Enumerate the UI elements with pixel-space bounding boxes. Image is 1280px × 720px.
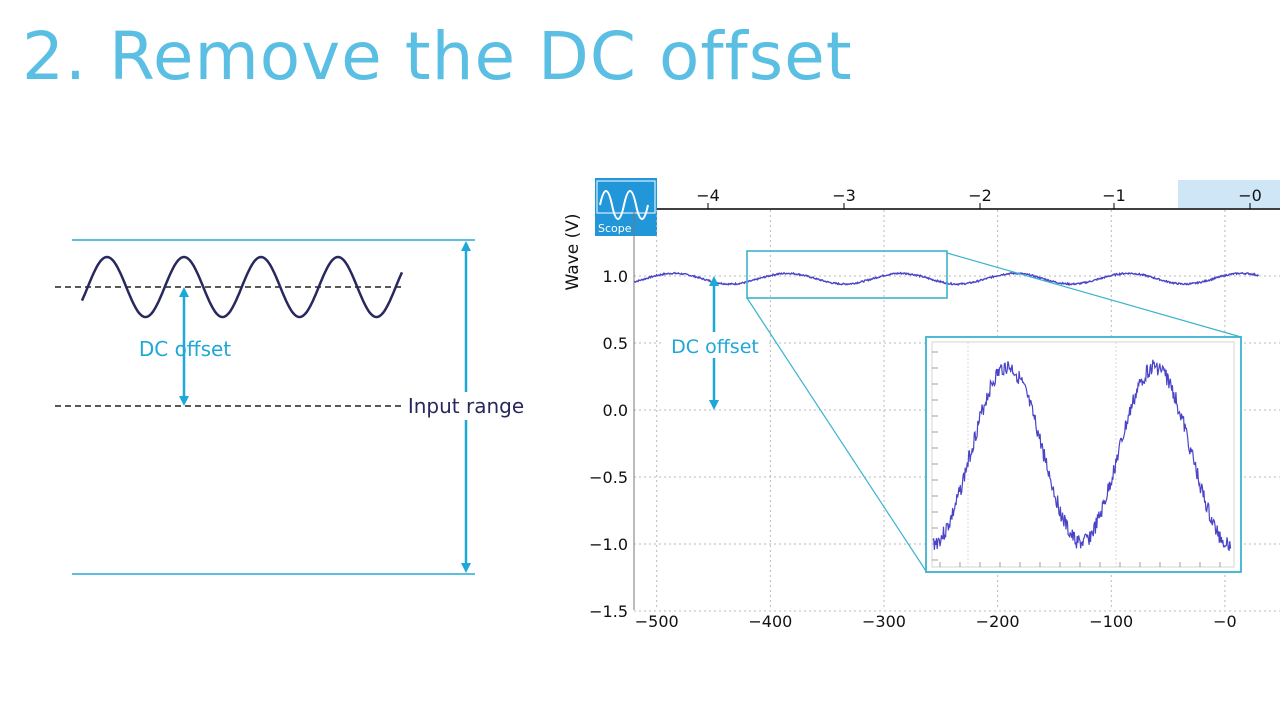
scope-badge[interactable]: Scope: [595, 178, 657, 236]
y-tick-label: 0.0: [603, 401, 628, 420]
dc-offset-label: DC offset: [139, 337, 231, 361]
y-tick-label: 1.0: [603, 267, 628, 286]
scope-badge-label: Scope: [598, 222, 632, 235]
zoom-inset-wave: [932, 359, 1232, 552]
x-tick-label: −200: [976, 612, 1020, 631]
zoom-inset: [925, 336, 1242, 573]
top-axis-tick-label: −2: [968, 186, 992, 205]
top-axis-tick-label: −0: [1238, 186, 1262, 205]
zoom-inset-ticks: [932, 351, 1221, 567]
zoom-connector-upper: [946, 252, 1242, 338]
scope-dc-offset-label: DC offset: [671, 336, 759, 358]
x-tick-label: −100: [1089, 612, 1133, 631]
y-axis-label: Wave (V): [563, 214, 583, 291]
zoom-region-box: [746, 250, 948, 299]
top-axis-tick-label: −3: [832, 186, 856, 205]
slide-title: 2. Remove the DC offset: [22, 18, 853, 95]
top-axis-tick-label: −4: [696, 186, 720, 205]
y-tick-label: −1.5: [589, 602, 628, 621]
y-tick-label: −0.5: [589, 468, 628, 487]
x-tick-labels: −500 −400 −300 −200 −100 −0: [635, 612, 1237, 631]
y-tick-label: −1.0: [589, 535, 628, 554]
input-range-label: Input range: [408, 394, 524, 418]
x-tick-label: −0: [1213, 612, 1237, 631]
x-tick-label: −300: [862, 612, 906, 631]
schematic-sine-wave: [80, 255, 404, 319]
zoom-connector-lower: [746, 297, 927, 572]
dc-offset-schematic: DC offset Input range: [55, 239, 528, 575]
scope-dc-offset-label-bg: [664, 332, 766, 358]
top-axis-ticks: −4 −3 −2 −1 −0: [696, 186, 1262, 209]
scope-wave-icon: [599, 190, 649, 220]
input-range-label-bg: [404, 392, 528, 420]
top-axis-tick-label: −1: [1102, 186, 1126, 205]
y-tick-label: 0.5: [603, 334, 628, 353]
top-axis-highlight: [1178, 180, 1280, 208]
x-tick-label: −500: [635, 612, 679, 631]
y-tick-labels: −1.5 −1.0 −0.5 0.0 0.5 1.0: [589, 267, 628, 621]
x-tick-label: −400: [748, 612, 792, 631]
